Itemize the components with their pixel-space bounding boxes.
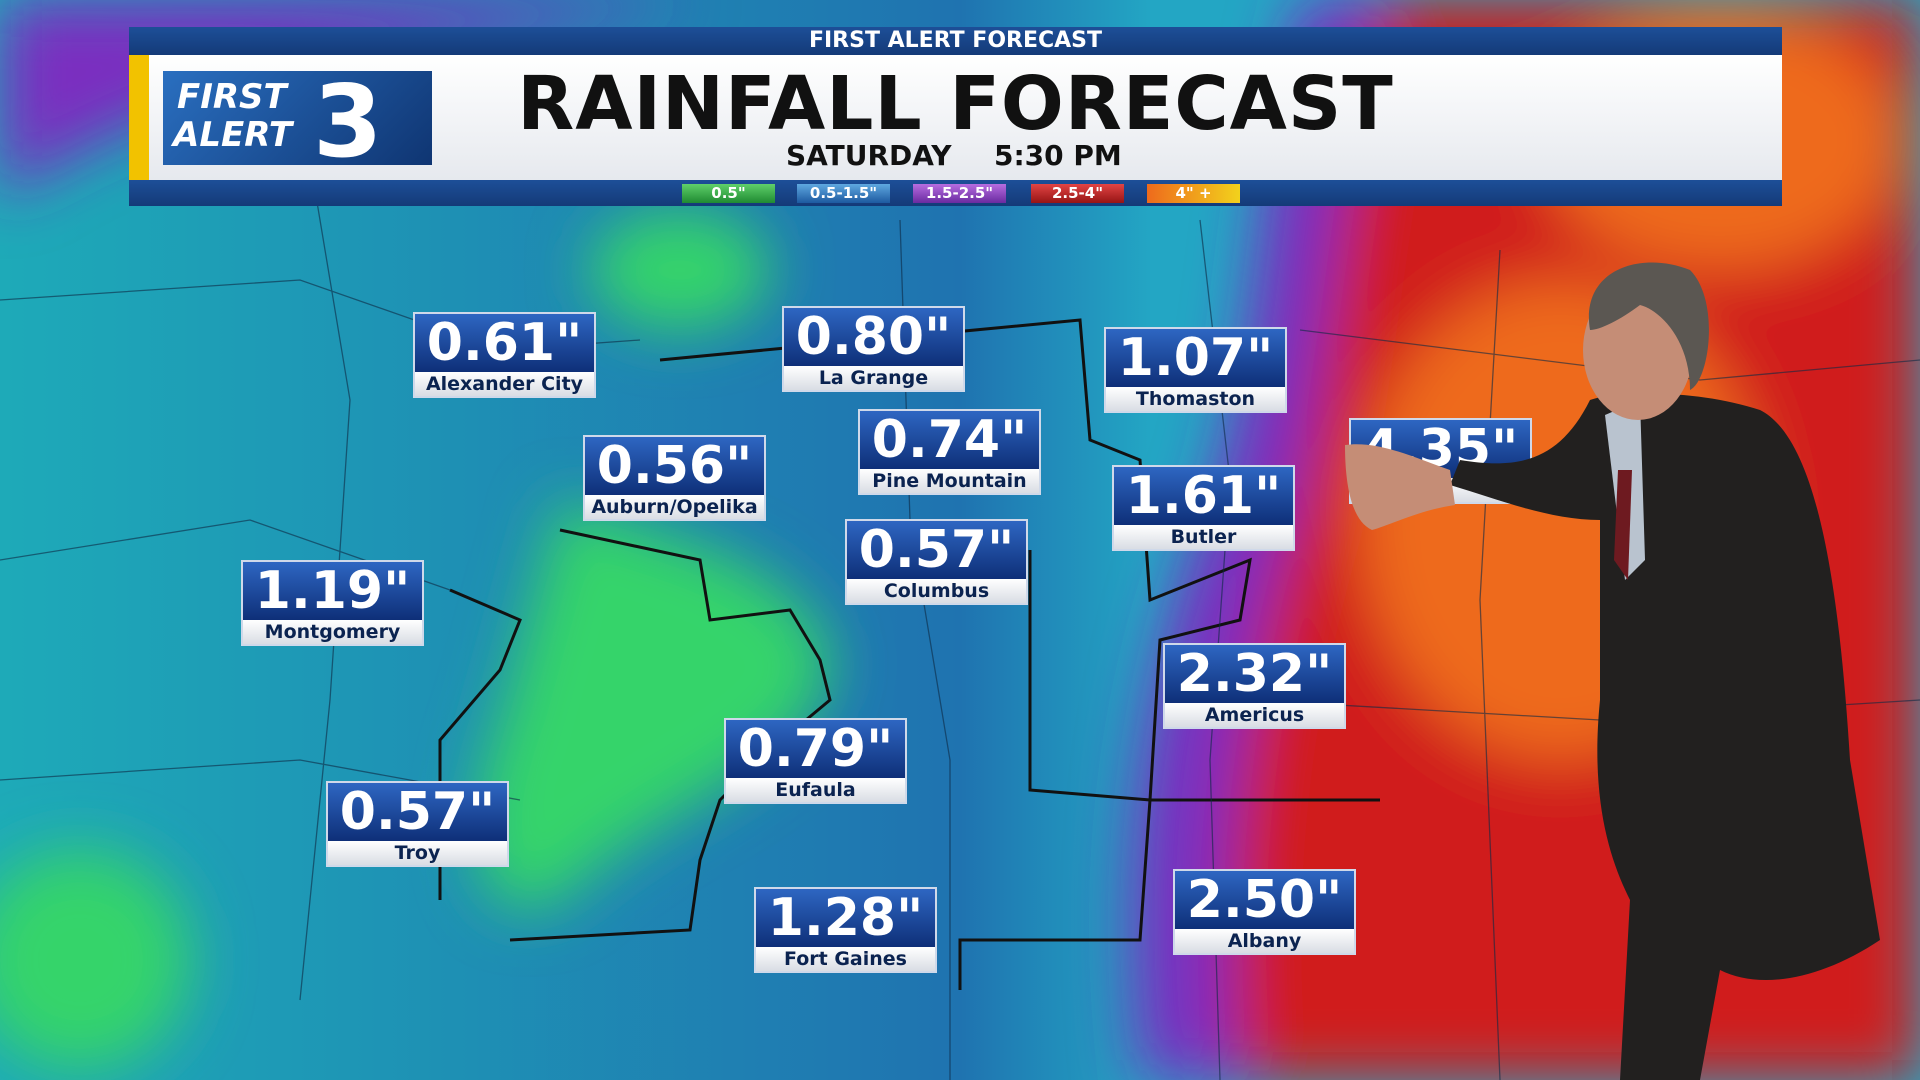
- city-name: Auburn/Opelika: [583, 495, 766, 521]
- city-name: Americus: [1163, 703, 1346, 729]
- legend-item: 0.5-1.5": [797, 184, 890, 203]
- legend-item: 1.5-2.5": [913, 184, 1006, 203]
- rain-amount: 1.19": [241, 560, 424, 620]
- city-name: Fort Gaines: [754, 947, 937, 973]
- rain-amount: 0.57": [845, 519, 1028, 579]
- banner: FIRST ALERT FORECAST: [129, 27, 1782, 55]
- time: 5:30 PM: [994, 139, 1122, 172]
- city-name: Albany: [1173, 929, 1356, 955]
- header: FIRST ALERT FORECAST FIRST ALERT 3 RAINF…: [129, 27, 1782, 206]
- city-name: Columbus: [845, 579, 1028, 605]
- logo-text: FIRST: [177, 77, 287, 117]
- rain-amount: 0.61": [413, 312, 596, 372]
- legend-item: 4" +: [1147, 184, 1240, 203]
- rain-amount: 0.57": [326, 781, 509, 841]
- logo-text: ALERT: [173, 115, 293, 155]
- location-label: 2.32" Americus: [1163, 643, 1346, 729]
- rain-amount: 4.35": [1349, 418, 1532, 478]
- location-label: 1.61" Butler: [1112, 465, 1295, 551]
- rain-amount: 0.80": [782, 306, 965, 366]
- location-label: 0.61" Alexander City: [413, 312, 596, 398]
- city-name: Montgomery: [241, 620, 424, 646]
- location-label: 0.74" Pine Mountain: [858, 409, 1041, 495]
- location-label: 0.57" Troy: [326, 781, 509, 867]
- location-label: 0.57" Columbus: [845, 519, 1028, 605]
- rain-amount: 0.74": [858, 409, 1041, 469]
- rain-amount: 2.32": [1163, 643, 1346, 703]
- location-label: 0.56" Auburn/Opelika: [583, 435, 766, 521]
- legend-item: 0.5": [682, 184, 775, 203]
- city-name: La Grange: [782, 366, 965, 392]
- location-label: 0.79" Eufaula: [724, 718, 907, 804]
- city-name: Thomaston: [1104, 387, 1287, 413]
- location-label: 2.50" Albany: [1173, 869, 1356, 955]
- city-name: Troy: [326, 841, 509, 867]
- location-label: 1.19" Montgomery: [241, 560, 424, 646]
- rain-amount: 1.28": [754, 887, 937, 947]
- location-label: 1.28" Fort Gaines: [754, 887, 937, 973]
- city-name: Eufaula: [724, 778, 907, 804]
- title: RAINFALL FORECAST: [517, 61, 1394, 147]
- location-label: 4.35": [1349, 418, 1532, 504]
- rain-amount: 0.79": [724, 718, 907, 778]
- rain-amount: 1.07": [1104, 327, 1287, 387]
- city-name: Pine Mountain: [858, 469, 1041, 495]
- city-name: Alexander City: [413, 372, 596, 398]
- rain-amount: 2.50": [1173, 869, 1356, 929]
- rain-amount: 1.61": [1112, 465, 1295, 525]
- logo-number: 3: [313, 63, 383, 180]
- day: SATURDAY: [786, 139, 952, 172]
- legend-item: 2.5-4": [1031, 184, 1124, 203]
- location-label: 0.80" La Grange: [782, 306, 965, 392]
- city-name: Butler: [1112, 525, 1295, 551]
- logo: FIRST ALERT 3: [163, 63, 432, 180]
- rain-amount: 0.56": [583, 435, 766, 495]
- location-label: 1.07" Thomaston: [1104, 327, 1287, 413]
- city-name-hidden: [1349, 478, 1532, 504]
